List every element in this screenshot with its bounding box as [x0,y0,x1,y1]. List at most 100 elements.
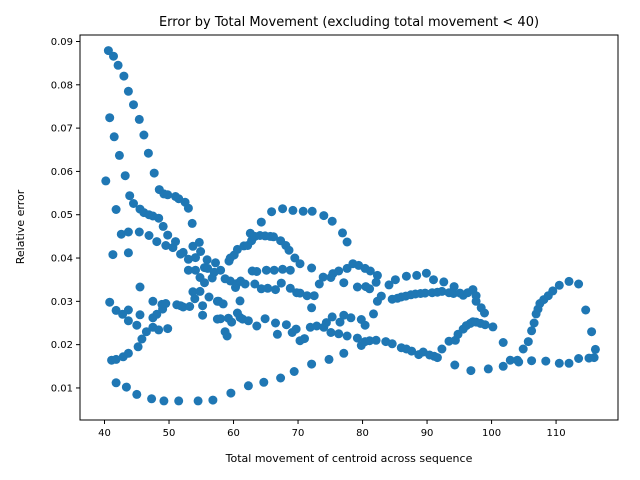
data-point [111,354,121,364]
data-point [307,359,317,369]
data-point [129,199,138,208]
data-point [437,344,447,354]
data-point [123,305,133,315]
data-point [101,176,111,186]
y-tick-label: 0.03 [51,297,73,308]
data-point [564,358,574,368]
data-point [123,86,133,96]
data-point [480,320,490,330]
data-point [226,388,236,398]
data-point [252,321,262,331]
data-point [365,336,375,346]
data-point [132,389,142,399]
data-point [183,254,193,264]
data-point [327,312,337,322]
y-axis-label: Relative error [14,189,27,264]
data-point [216,314,226,324]
data-point [384,280,394,290]
data-point [129,100,138,110]
data-point [505,355,515,365]
data-point [342,237,352,247]
data-point [314,279,324,289]
data-point [309,291,319,301]
data-point [339,310,349,320]
data-point [480,308,489,318]
data-point [420,288,430,298]
data-point [529,318,539,328]
data-point [263,283,273,293]
data-point [133,342,143,352]
x-tick-label: 80 [356,428,369,439]
data-point [198,301,208,311]
data-point [183,203,193,213]
data-point [589,353,599,363]
data-point [365,266,375,276]
data-point [185,302,195,311]
data-point [352,282,362,292]
data-point [204,292,214,302]
data-point [372,270,382,280]
data-point [141,327,151,337]
data-point [256,217,266,227]
data-point [574,354,584,363]
data-point [183,265,193,275]
data-point [178,247,188,257]
data-point [148,296,158,306]
data-point [581,305,591,315]
data-point [285,265,295,275]
data-point [590,344,600,354]
data-point [401,271,411,281]
data-point [171,237,180,247]
data-point [449,282,459,292]
data-point [335,317,345,327]
data-point [125,191,135,201]
data-point [135,282,145,292]
data-point [188,287,198,297]
data-point [298,206,308,216]
data-point [574,279,584,289]
data-point [307,263,317,273]
data-point [111,205,121,214]
data-point [488,322,498,332]
data-point [243,316,253,326]
data-point [123,248,133,258]
data-point [450,360,460,370]
data-point [334,329,344,339]
data-point [139,130,149,140]
data-point [466,366,476,376]
data-point [278,264,288,274]
data-point [300,334,309,344]
data-point [123,227,133,237]
data-point [135,310,145,320]
data-point [134,227,144,237]
data-point [191,265,200,275]
data-point [163,230,173,240]
data-point [114,150,124,160]
data-point [260,314,270,324]
data-point [243,381,253,391]
data-point [120,171,130,181]
data-point [290,253,300,263]
data-point [449,289,458,298]
data-point [111,378,121,388]
data-point [143,148,153,158]
data-point [149,168,159,178]
data-point [278,204,288,214]
data-point [365,284,375,294]
data-point [346,313,356,323]
data-point [261,265,271,275]
data-point [163,324,173,334]
x-tick-label: 90 [421,428,434,439]
data-point [269,232,278,242]
data-point [202,255,212,265]
data-point [295,259,305,269]
data-point [250,279,260,289]
data-point [564,276,574,286]
x-tick-label: 100 [482,428,501,439]
data-point [523,337,533,347]
data-point [193,396,203,406]
data-point [200,278,209,288]
data-point [271,285,280,295]
data-point [284,245,294,255]
